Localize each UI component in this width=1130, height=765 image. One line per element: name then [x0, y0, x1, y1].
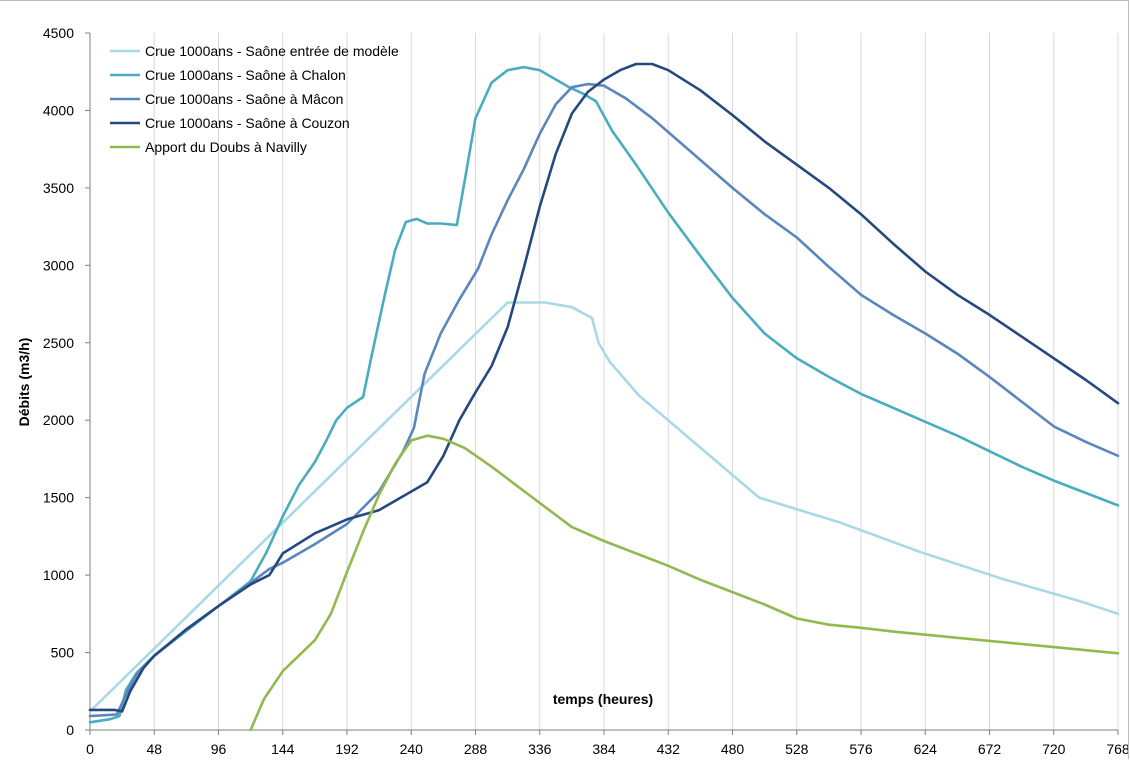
series-line-1 [88, 301, 1120, 713]
y-tick-label: 500 [51, 645, 75, 661]
series-line-5 [249, 434, 1120, 732]
y-tick-label: 3500 [43, 180, 74, 196]
series-line-4 [88, 62, 1120, 713]
x-tick-labels: 0 48 96 144 192 240 288 336 384 432 480 528 576 624 67… [86, 741, 1130, 757]
series-line-3 [88, 82, 1120, 718]
x-tick-label: 768 [1106, 741, 1130, 757]
y-tick-label: 4500 [43, 25, 74, 41]
y-tick-label: 2000 [43, 412, 74, 428]
x-tick-label: 480 [721, 741, 745, 757]
grid [153, 33, 1119, 730]
x-tick-label: 672 [978, 741, 1002, 757]
x-axis-title: temps (heures) [553, 691, 653, 707]
x-tick-label: 576 [849, 741, 873, 757]
x-tick-label: 144 [271, 741, 295, 757]
y-tick-label: 0 [66, 722, 74, 738]
axes [85, 32, 1119, 735]
x-tick-label: 624 [914, 741, 938, 757]
legend-label: Apport du Doubs à Navilly [145, 139, 307, 155]
x-tick-label: 240 [400, 741, 424, 757]
x-tick-label: 384 [592, 741, 616, 757]
y-tick-labels: 0 500 1000 1500 2000 2500 3000 3500 4000 4500 [43, 25, 74, 738]
x-tick-label: 192 [335, 741, 359, 757]
y-tick-label: 3000 [43, 257, 74, 273]
legend-label: Crue 1000ans - Saône à Mâcon [145, 91, 343, 107]
legend-label: Crue 1000ans - Saône à Couzon [145, 115, 350, 131]
x-tick-label: 48 [146, 741, 162, 757]
y-axis-title: Débits (m3/h) [16, 338, 32, 427]
legend: Crue 1000ans - Saône entrée de modèle Cru… [110, 43, 399, 155]
y-tick-label: 2500 [43, 335, 74, 351]
x-tick-label: 336 [528, 741, 552, 757]
legend-label: Crue 1000ans - Saône à Chalon [145, 67, 346, 83]
x-tick-label: 720 [1042, 741, 1066, 757]
x-tick-label: 96 [211, 741, 227, 757]
legend-label: Crue 1000ans - Saône entrée de modèle [145, 43, 399, 59]
x-tick-label: 288 [464, 741, 488, 757]
y-tick-label: 1000 [43, 567, 74, 583]
x-tick-label: 432 [657, 741, 681, 757]
y-tick-label: 4000 [43, 102, 74, 118]
y-tick-label: 1500 [43, 490, 74, 506]
x-tick-label: 0 [86, 741, 94, 757]
series-lines [88, 62, 1120, 732]
x-tick-label: 528 [785, 741, 809, 757]
